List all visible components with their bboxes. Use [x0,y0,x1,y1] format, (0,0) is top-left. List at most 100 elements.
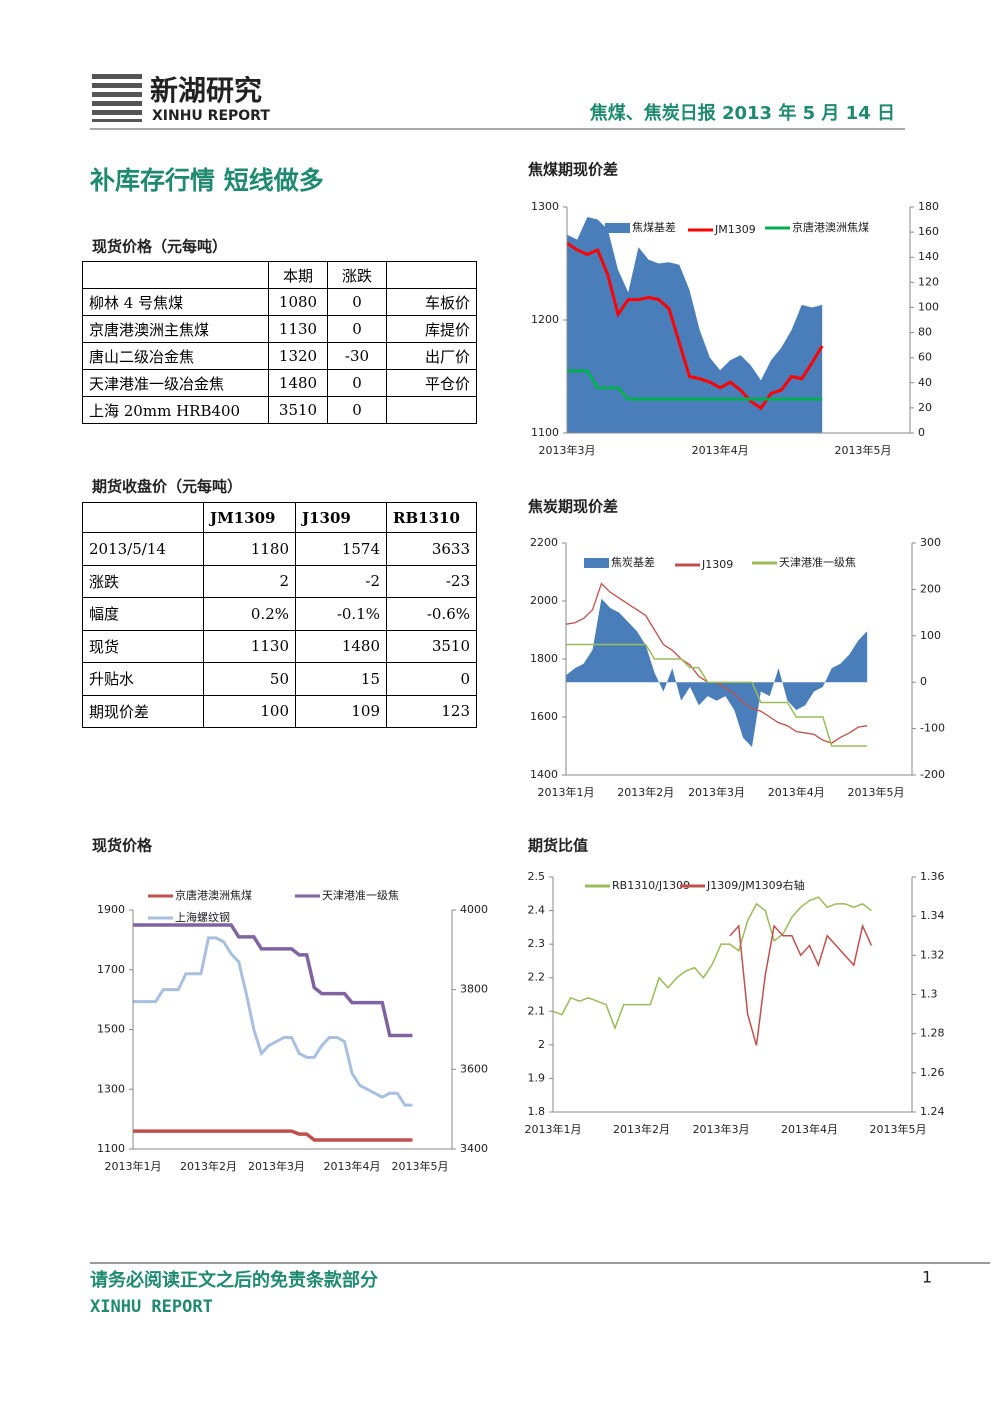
cell: 1080 [268,288,328,316]
line [566,643,868,747]
cell [386,261,477,289]
x-tick-label: 2013年1月 [525,1122,582,1136]
line [566,241,824,411]
table: JM1309 J1309 RB1310 2013/5/14 1180 1574 3633 涨跌… [82,502,477,728]
logo-brand: XINHU REPORT [152,108,270,124]
cell: 上海 20mm HRB400 [82,396,269,424]
cell: 1480 [268,369,328,397]
line [729,923,873,1046]
y-tick-label: 1.9 [528,1071,546,1084]
y-tick-label: 1700 [97,963,125,976]
cell: 0 [327,315,387,343]
line [552,896,872,1031]
legend-label: 焦炭基差 [611,555,655,569]
y-tick-label: 1200 [531,313,559,326]
footer-brand: XINHU REPORT [90,1297,213,1317]
y-tick-label: 1800 [530,652,558,665]
x-tick-label: 2013年4月 [692,443,749,457]
cell: 京唐港澳洲主焦煤 [82,315,269,343]
y-tick-label: 2000 [530,594,558,607]
y2-tick-label: 1.24 [920,1105,945,1118]
cell [82,502,204,533]
cell: 期现价差 [82,694,204,728]
y2-tick-label: 20 [918,401,932,414]
y2-tick-label: 0 [920,675,927,688]
disclaimer: 请务必阅读正文之后的免责条款部分 [90,1269,378,1291]
cell: 升贴水 [82,662,204,696]
y-tick-label: 1100 [97,1142,125,1155]
y2-tick-label: 3400 [460,1142,488,1155]
y2-tick-label: 60 [918,351,932,364]
x-tick-label: 2013年2月 [617,785,674,799]
y2-tick-label: 40 [918,376,932,389]
y-tick-label: 2.3 [528,937,546,950]
chart-title: 焦炭期现价差 [527,498,618,516]
y-tick-label: 2.1 [528,1004,546,1017]
cell: 本期 [268,261,328,289]
report-title: 焦煤、焦炭日报 2013 年 5 月 14 日 [589,102,895,124]
legend-swatch [605,223,630,233]
chart-title: 焦煤期现价差 [527,161,618,179]
y2-tick-label: 120 [918,275,939,288]
y-tick-label: 2.4 [528,904,546,917]
x-tick-label: 2013年1月 [538,785,595,799]
y2-tick-label: 4000 [460,903,488,916]
area [566,598,868,748]
y-tick-label: 1600 [530,710,558,723]
cell: 2013/5/14 [82,532,204,566]
cell: RB1310 [386,502,477,533]
cell: 库提价 [386,315,477,343]
cell: 109 [295,694,387,728]
x-tick-label: 2013年2月 [180,1159,237,1173]
y2-tick-label: 3600 [460,1062,488,1075]
legend-label: 京唐港澳洲焦煤 [175,888,252,902]
cell: 50 [203,662,296,696]
cell: 0 [327,396,387,424]
y2-tick-label: 0 [918,426,925,439]
cell: 3510 [386,629,477,663]
y2-tick-label: 180 [918,200,939,213]
y2-tick-label: 160 [918,225,939,238]
y-tick-label: 1300 [97,1082,125,1095]
y2-tick-label: 80 [918,326,932,339]
cell: 现货 [82,629,204,663]
x-tick-label: 2013年5月 [392,1159,449,1173]
y2-tick-label: 1.32 [920,948,945,961]
cell: 平仓价 [386,369,477,397]
chart-title: 期货比值 [528,837,588,855]
x-tick-label: 2013年3月 [693,1122,750,1136]
page-number: 1 [922,1268,932,1287]
y2-tick-label: -100 [920,722,945,735]
cell: 天津港准一级冶金焦 [82,369,269,397]
line [133,936,413,1107]
cell: -0.1% [295,597,387,631]
logo-text: 新湖研究 [150,74,262,107]
x-tick-label: 2013年1月 [105,1159,162,1173]
section-title: 期货收盘价（元每吨） [92,478,242,496]
cell: 0 [327,288,387,316]
cell: 车板价 [386,288,477,316]
cell: JM1309 [203,502,296,533]
legend-label: 天津港准一级焦 [779,556,856,569]
cell: 0 [327,369,387,397]
cell: 1180 [203,532,296,566]
x-tick-label: 2013年3月 [248,1159,305,1173]
x-tick-label: 2013年5月 [870,1122,927,1136]
cell: 3633 [386,532,477,566]
line [567,369,823,401]
x-tick-label: 2013年4月 [781,1122,838,1136]
cell: 幅度 [82,597,204,631]
cell: 15 [295,662,387,696]
y2-tick-label: 3800 [460,983,488,996]
y2-tick-label: 100 [918,300,939,313]
cell: 1320 [268,342,328,370]
y2-tick-label: 1.26 [920,1066,945,1079]
cell [386,396,477,424]
y-tick-label: 2 [538,1038,545,1051]
y2-tick-label: 1.36 [920,870,945,883]
line [133,923,413,1038]
legend-label: RB1310/J1309 [612,879,690,892]
x-tick-label: 2013年2月 [613,1122,670,1136]
